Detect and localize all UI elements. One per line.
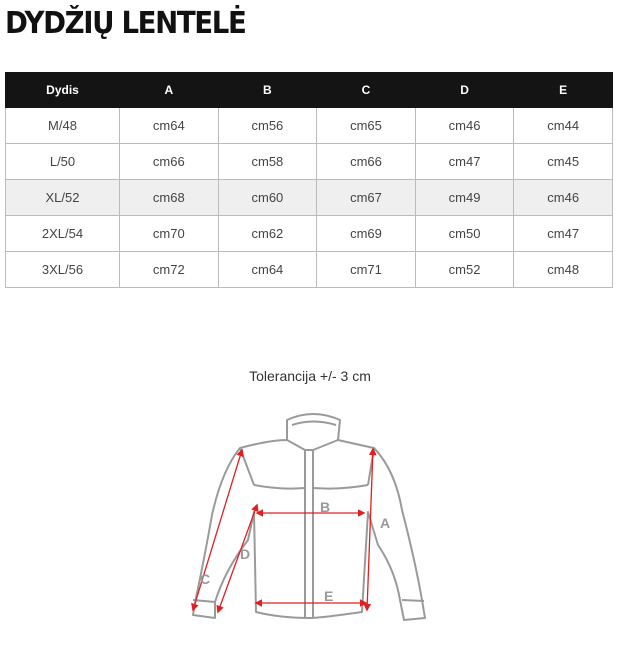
size-table: Dydis A B C D E M/48 cm64 cm56 cm65 cm46 cm44… bbox=[5, 72, 613, 288]
measurement-arrows bbox=[191, 447, 377, 614]
label-d: D bbox=[240, 546, 250, 562]
measure-cell: cm56 bbox=[217, 107, 318, 144]
measure-cell: cm46 bbox=[513, 179, 613, 216]
table-header-row: Dydis A B C D E bbox=[5, 72, 613, 108]
measure-cell: cm60 bbox=[217, 179, 318, 216]
header-d: D bbox=[414, 72, 515, 108]
measure-cell: cm66 bbox=[316, 143, 416, 180]
label-c: C bbox=[200, 571, 210, 587]
measure-cell: cm71 bbox=[316, 251, 416, 288]
table-row: 3XL/56 cm72 cm64 cm71 cm52 cm48 bbox=[5, 251, 613, 288]
label-b: B bbox=[320, 499, 330, 515]
measure-cell: cm66 bbox=[119, 143, 219, 180]
size-cell: 2XL/54 bbox=[5, 215, 120, 252]
header-b: B bbox=[217, 72, 318, 108]
table-row: M/48 cm64 cm56 cm65 cm46 cm44 bbox=[5, 107, 613, 144]
measure-cell: cm50 bbox=[414, 215, 515, 252]
header-a: A bbox=[119, 72, 219, 108]
measure-cell: cm67 bbox=[316, 179, 416, 216]
table-row: L/50 cm66 cm58 cm66 cm47 cm45 bbox=[5, 143, 613, 180]
measure-cell: cm46 bbox=[414, 107, 515, 144]
size-cell: XL/52 bbox=[5, 179, 120, 216]
table-row: 2XL/54 cm70 cm62 cm69 cm50 cm47 bbox=[5, 215, 613, 252]
header-size: Dydis bbox=[5, 72, 120, 108]
measure-cell: cm45 bbox=[513, 143, 613, 180]
size-cell: L/50 bbox=[5, 143, 120, 180]
measure-cell: cm44 bbox=[513, 107, 613, 144]
measure-cell: cm52 bbox=[414, 251, 515, 288]
measure-cell: cm64 bbox=[119, 107, 219, 144]
measure-cell: cm49 bbox=[414, 179, 515, 216]
size-cell: 3XL/56 bbox=[5, 251, 120, 288]
measure-cell: cm47 bbox=[513, 215, 613, 252]
tolerance-note: Tolerancija +/- 3 cm bbox=[249, 368, 371, 384]
arrow-a bbox=[363, 447, 377, 612]
measure-cell: cm47 bbox=[414, 143, 515, 180]
size-cell: M/48 bbox=[5, 107, 120, 144]
arrow-d bbox=[216, 503, 259, 614]
measure-cell: cm72 bbox=[119, 251, 219, 288]
header-c: C bbox=[316, 72, 416, 108]
label-e: E bbox=[324, 588, 333, 604]
measure-cell: cm58 bbox=[217, 143, 318, 180]
jacket-outline bbox=[192, 413, 426, 621]
table-row: XL/52 cm68 cm60 cm67 cm49 cm46 bbox=[5, 179, 613, 216]
label-a: A bbox=[380, 515, 390, 531]
page-title: DYDŽIŲ LENTELĖ bbox=[5, 6, 247, 41]
measure-cell: cm62 bbox=[217, 215, 318, 252]
measure-cell: cm65 bbox=[316, 107, 416, 144]
measure-cell: cm70 bbox=[119, 215, 219, 252]
measure-cell: cm64 bbox=[217, 251, 318, 288]
measure-cell: cm68 bbox=[119, 179, 219, 216]
measure-cell: cm69 bbox=[316, 215, 416, 252]
header-e: E bbox=[513, 72, 613, 108]
jacket-diagram: A B C D E bbox=[191, 413, 426, 621]
measure-cell: cm48 bbox=[513, 251, 613, 288]
